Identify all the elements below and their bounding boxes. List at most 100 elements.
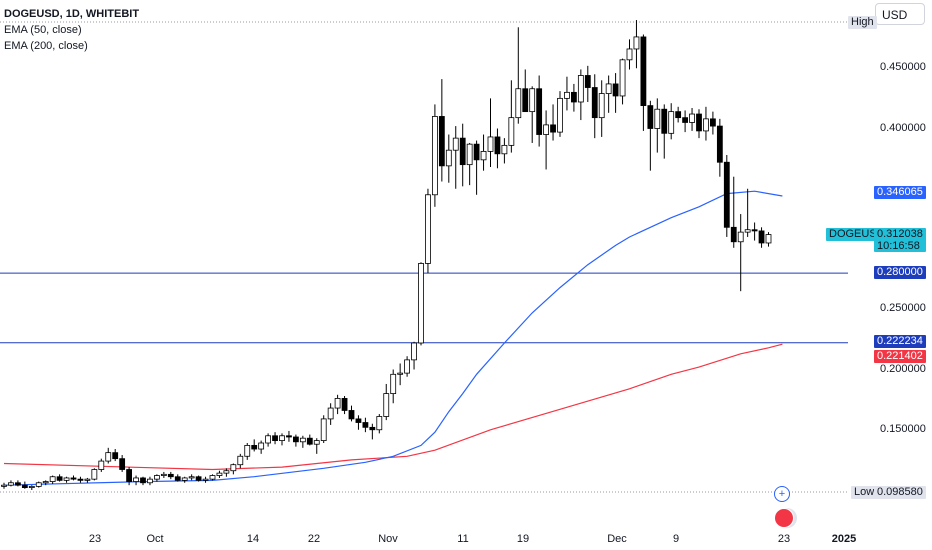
candle-30 (209, 474, 216, 481)
candle-76 (529, 86, 536, 143)
candle-6 (42, 480, 49, 486)
event-plus-icon[interactable]: + (774, 486, 790, 502)
candle-80 (557, 91, 563, 137)
candle-body (765, 234, 772, 244)
candle-27 (188, 474, 195, 481)
currency-button[interactable]: USD (875, 3, 925, 25)
economic-event-icon[interactable] (774, 508, 794, 528)
candle-87 (605, 75, 612, 113)
candle-body (306, 437, 313, 445)
candle-71 (494, 128, 501, 169)
candle-body (591, 87, 598, 119)
candle-46 (320, 415, 327, 444)
candle-body (21, 484, 28, 488)
candle-body (195, 476, 202, 481)
candle-body (501, 144, 508, 155)
candle-41 (286, 430, 292, 442)
candle-body (550, 124, 556, 133)
candle-42 (292, 434, 299, 447)
x-tick-label: 23 (88, 533, 102, 545)
candle-81 (564, 76, 570, 111)
candle-90 (626, 39, 633, 70)
candle-body (751, 229, 758, 232)
candle-24 (167, 471, 174, 480)
candle-body (710, 118, 716, 127)
candle-3 (21, 481, 28, 489)
candle-79 (550, 104, 556, 141)
ema200-line (3, 343, 783, 471)
candle-73 (508, 80, 515, 153)
candle-body (411, 342, 417, 361)
current-price: 0.312038 (877, 228, 923, 240)
candle-56 (390, 369, 397, 404)
candle-body (494, 136, 501, 155)
candle-32 (223, 468, 230, 477)
candle-84 (584, 65, 591, 102)
candle-body (63, 477, 70, 481)
candle-64 (445, 134, 452, 183)
chart-legend: DOGEUSD, 1D, WHITEBIT EMA (50, close) EM… (4, 6, 139, 54)
candle-29 (202, 476, 209, 483)
candle-body (223, 470, 230, 474)
candle-75 (522, 69, 529, 113)
candle-body (77, 478, 84, 481)
candle-104 (723, 155, 730, 237)
candle-94 (654, 98, 661, 153)
candle-body (70, 477, 77, 480)
candle-96 (668, 103, 675, 140)
ema200-price-tag: 0.221402 (874, 350, 926, 363)
candle-body (716, 125, 723, 163)
candle-53 (369, 423, 376, 440)
candle-2 (14, 480, 21, 487)
low-value: 0.098580 (874, 486, 926, 499)
candle-body (174, 476, 181, 481)
candle-16 (112, 449, 119, 462)
candle-body (216, 472, 223, 476)
candle-4 (28, 485, 35, 490)
candle-11 (77, 476, 84, 483)
candle-body (181, 477, 188, 481)
ema200-legend[interactable]: EMA (200, close) (4, 40, 88, 52)
candle-7 (49, 475, 56, 484)
candle-5 (35, 481, 42, 488)
candle-body (133, 477, 139, 482)
candle-55 (383, 383, 390, 421)
candle-body (529, 88, 536, 113)
candle-body (633, 36, 640, 50)
candle-body (564, 91, 570, 99)
candle-body (355, 418, 362, 423)
candle-body (42, 481, 49, 484)
candle-38 (265, 433, 272, 447)
candle-91 (633, 20, 640, 69)
candle-92 (640, 34, 647, 131)
candle-body (299, 437, 306, 443)
candle-body (279, 435, 285, 441)
candle-82 (571, 83, 577, 112)
candle-86 (598, 80, 605, 137)
candle-95 (661, 104, 668, 159)
candle-9 (63, 476, 70, 483)
candle-body (431, 116, 438, 196)
candle-33 (230, 463, 237, 475)
x-tick-label: 23 (777, 533, 791, 545)
candle-body (577, 75, 584, 103)
candle-body (758, 230, 765, 244)
candle-body (8, 482, 14, 486)
candle-body (571, 91, 577, 103)
candle-57 (397, 363, 404, 386)
high-label: High (848, 16, 877, 29)
candle-52 (362, 417, 369, 433)
ema50-legend[interactable]: EMA (50, close) (4, 24, 82, 36)
candle-body (14, 482, 21, 486)
candle-body (605, 83, 612, 94)
candle-108 (751, 222, 758, 241)
low-label: Low (851, 486, 878, 499)
x-tick-label: Nov (378, 533, 398, 545)
candle-14 (98, 458, 105, 472)
candle-23 (160, 471, 167, 478)
candle-89 (619, 58, 626, 105)
candle-body (258, 442, 265, 450)
candle-body (35, 482, 42, 487)
candle-39 (272, 432, 278, 445)
